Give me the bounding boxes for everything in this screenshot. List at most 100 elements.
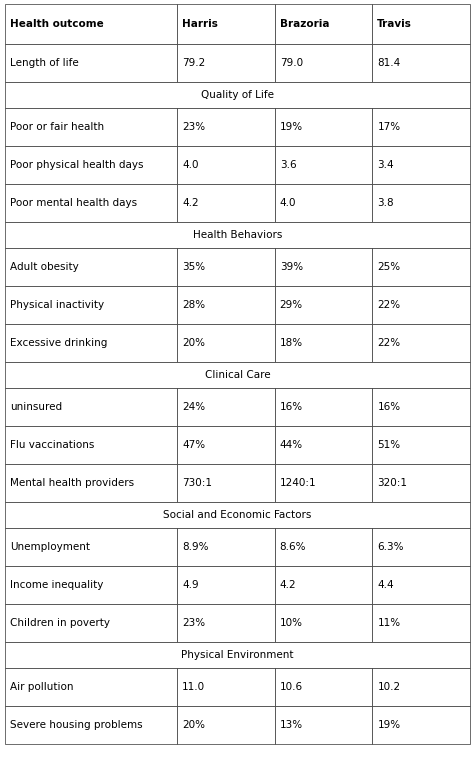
Text: Mental health providers: Mental health providers	[10, 478, 134, 488]
Text: 730:1: 730:1	[182, 478, 212, 488]
Text: Children in poverty: Children in poverty	[10, 618, 110, 628]
Bar	[5, 528, 177, 566]
Text: 47%: 47%	[182, 440, 205, 450]
Text: Social and Economic Factors: Social and Economic Factors	[163, 510, 312, 520]
Bar	[5, 286, 177, 324]
Bar	[177, 146, 275, 184]
Bar	[5, 604, 177, 642]
Text: 13%: 13%	[280, 720, 303, 730]
Text: 4.2: 4.2	[280, 580, 296, 590]
Text: 11%: 11%	[377, 618, 400, 628]
Bar	[372, 706, 470, 744]
Bar	[177, 108, 275, 146]
Bar	[5, 502, 470, 528]
Text: 22%: 22%	[377, 338, 400, 348]
Text: 3.6: 3.6	[280, 160, 296, 170]
Text: 4.0: 4.0	[280, 198, 296, 208]
Text: 79.2: 79.2	[182, 58, 205, 68]
Bar	[5, 44, 177, 82]
Text: 10%: 10%	[280, 618, 303, 628]
Bar	[372, 44, 470, 82]
Text: Poor mental health days: Poor mental health days	[10, 198, 137, 208]
Bar	[372, 566, 470, 604]
Bar	[177, 324, 275, 362]
Text: 16%: 16%	[280, 402, 303, 412]
Text: 10.2: 10.2	[377, 682, 400, 692]
Bar	[5, 668, 177, 706]
Bar	[177, 464, 275, 502]
Bar	[177, 248, 275, 286]
Bar	[177, 426, 275, 464]
Bar	[372, 4, 470, 44]
Text: 4.2: 4.2	[182, 198, 199, 208]
Bar	[372, 604, 470, 642]
Text: Physical Environment: Physical Environment	[181, 650, 294, 660]
Text: Severe housing problems: Severe housing problems	[10, 720, 142, 730]
Text: 18%: 18%	[280, 338, 303, 348]
Bar	[275, 426, 372, 464]
Text: Brazoria: Brazoria	[280, 19, 329, 29]
Text: Harris: Harris	[182, 19, 218, 29]
Text: Income inequality: Income inequality	[10, 580, 104, 590]
Bar	[5, 222, 470, 248]
Bar	[372, 464, 470, 502]
Text: Flu vaccinations: Flu vaccinations	[10, 440, 95, 450]
Text: Quality of Life: Quality of Life	[201, 90, 274, 100]
Text: 23%: 23%	[182, 618, 205, 628]
Bar	[177, 44, 275, 82]
Bar	[275, 464, 372, 502]
Bar	[177, 388, 275, 426]
Bar	[372, 146, 470, 184]
Text: 79.0: 79.0	[280, 58, 303, 68]
Bar	[5, 82, 470, 108]
Text: 4.0: 4.0	[182, 160, 199, 170]
Bar	[5, 464, 177, 502]
Text: 17%: 17%	[377, 122, 400, 132]
Bar	[177, 668, 275, 706]
Bar	[5, 388, 177, 426]
Text: 3.4: 3.4	[377, 160, 394, 170]
Bar	[275, 324, 372, 362]
Bar	[5, 426, 177, 464]
Bar	[5, 324, 177, 362]
Bar	[372, 108, 470, 146]
Bar	[5, 146, 177, 184]
Text: 51%: 51%	[377, 440, 400, 450]
Bar	[372, 528, 470, 566]
Bar	[275, 146, 372, 184]
Bar	[177, 706, 275, 744]
Bar	[275, 248, 372, 286]
Text: 6.3%: 6.3%	[377, 542, 404, 552]
Bar	[177, 604, 275, 642]
Text: Health outcome: Health outcome	[10, 19, 104, 29]
Text: Travis: Travis	[377, 19, 412, 29]
Text: 3.8: 3.8	[377, 198, 394, 208]
Bar	[5, 642, 470, 668]
Bar	[275, 566, 372, 604]
Text: 23%: 23%	[182, 122, 205, 132]
Bar	[5, 108, 177, 146]
Bar	[275, 668, 372, 706]
Bar	[177, 528, 275, 566]
Text: 25%: 25%	[377, 262, 400, 272]
Text: 10.6: 10.6	[280, 682, 303, 692]
Bar	[372, 388, 470, 426]
Text: 22%: 22%	[377, 300, 400, 310]
Text: Unemployment: Unemployment	[10, 542, 90, 552]
Bar	[275, 388, 372, 426]
Text: Physical inactivity: Physical inactivity	[10, 300, 104, 310]
Text: 1240:1: 1240:1	[280, 478, 316, 488]
Bar	[5, 706, 177, 744]
Text: 20%: 20%	[182, 720, 205, 730]
Text: 81.4: 81.4	[377, 58, 400, 68]
Text: 35%: 35%	[182, 262, 205, 272]
Bar	[275, 108, 372, 146]
Text: 4.4: 4.4	[377, 580, 394, 590]
Text: 4.9: 4.9	[182, 580, 199, 590]
Text: 39%: 39%	[280, 262, 303, 272]
Text: Poor or fair health: Poor or fair health	[10, 122, 104, 132]
Bar	[177, 286, 275, 324]
Bar	[372, 286, 470, 324]
Text: 8.9%: 8.9%	[182, 542, 209, 552]
Text: 8.6%: 8.6%	[280, 542, 306, 552]
